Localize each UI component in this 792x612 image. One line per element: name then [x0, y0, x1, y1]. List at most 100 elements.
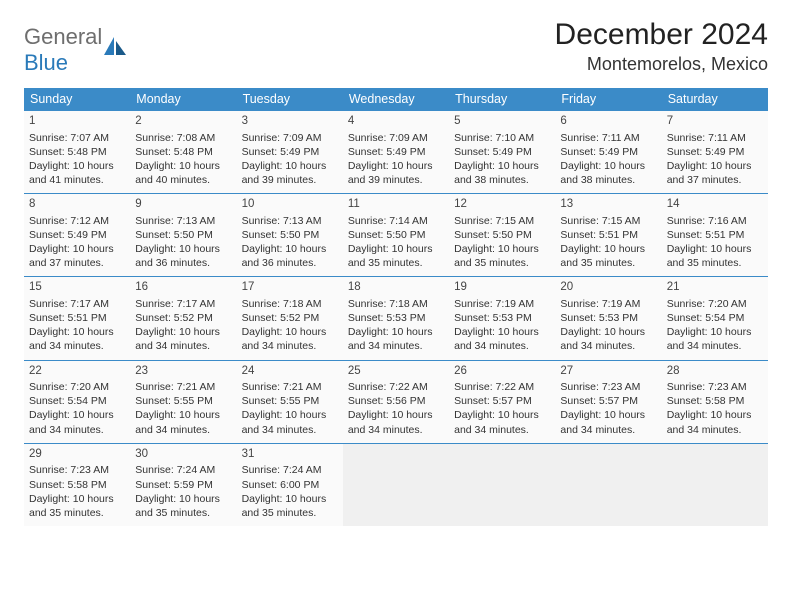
sunrise-line: Sunrise: 7:14 AM [348, 214, 444, 228]
day-number: 3 [242, 114, 338, 130]
day-number: 5 [454, 114, 550, 130]
daylight-line: Daylight: 10 hours [135, 408, 231, 422]
sunrise-line: Sunrise: 7:19 AM [454, 297, 550, 311]
sunset-line: Sunset: 5:49 PM [348, 145, 444, 159]
calendar-cell: 18Sunrise: 7:18 AMSunset: 5:53 PMDayligh… [343, 277, 449, 360]
daylight-line: and 34 minutes. [454, 423, 550, 437]
day-number: 14 [667, 197, 763, 213]
logo: General Blue [24, 18, 128, 76]
daylight-line: and 34 minutes. [29, 339, 125, 353]
daylight-line: Daylight: 10 hours [29, 408, 125, 422]
sunrise-line: Sunrise: 7:18 AM [242, 297, 338, 311]
daylight-line: Daylight: 10 hours [454, 242, 550, 256]
calendar-cell: 31Sunrise: 7:24 AMSunset: 6:00 PMDayligh… [237, 443, 343, 526]
daylight-line: and 38 minutes. [560, 173, 656, 187]
daylight-line: Daylight: 10 hours [135, 242, 231, 256]
day-number: 16 [135, 280, 231, 296]
day-number: 24 [242, 364, 338, 380]
sunset-line: Sunset: 5:48 PM [29, 145, 125, 159]
day-number: 8 [29, 197, 125, 213]
sunset-line: Sunset: 5:54 PM [667, 311, 763, 325]
sunrise-line: Sunrise: 7:09 AM [348, 131, 444, 145]
daylight-line: Daylight: 10 hours [454, 325, 550, 339]
calendar-week: 8Sunrise: 7:12 AMSunset: 5:49 PMDaylight… [24, 194, 768, 277]
day-header: Tuesday [237, 88, 343, 111]
day-number: 4 [348, 114, 444, 130]
daylight-line: Daylight: 10 hours [454, 408, 550, 422]
calendar-cell: 14Sunrise: 7:16 AMSunset: 5:51 PMDayligh… [662, 194, 768, 277]
calendar-cell: 24Sunrise: 7:21 AMSunset: 5:55 PMDayligh… [237, 360, 343, 443]
sunrise-line: Sunrise: 7:20 AM [29, 380, 125, 394]
daylight-line: and 34 minutes. [135, 423, 231, 437]
calendar-cell-empty [343, 443, 449, 526]
sunset-line: Sunset: 5:49 PM [242, 145, 338, 159]
day-number: 18 [348, 280, 444, 296]
daylight-line: Daylight: 10 hours [348, 408, 444, 422]
day-number: 21 [667, 280, 763, 296]
calendar-cell: 7Sunrise: 7:11 AMSunset: 5:49 PMDaylight… [662, 111, 768, 194]
sunrise-line: Sunrise: 7:22 AM [348, 380, 444, 394]
daylight-line: and 34 minutes. [242, 423, 338, 437]
calendar-cell: 1Sunrise: 7:07 AMSunset: 5:48 PMDaylight… [24, 111, 130, 194]
daylight-line: Daylight: 10 hours [454, 159, 550, 173]
daylight-line: and 37 minutes. [29, 256, 125, 270]
day-number: 6 [560, 114, 656, 130]
daylight-line: and 35 minutes. [29, 506, 125, 520]
calendar-table: SundayMondayTuesdayWednesdayThursdayFrid… [24, 88, 768, 526]
calendar-cell: 6Sunrise: 7:11 AMSunset: 5:49 PMDaylight… [555, 111, 661, 194]
daylight-line: Daylight: 10 hours [667, 408, 763, 422]
day-number: 20 [560, 280, 656, 296]
daylight-line: Daylight: 10 hours [560, 408, 656, 422]
day-number: 10 [242, 197, 338, 213]
calendar-cell: 8Sunrise: 7:12 AMSunset: 5:49 PMDaylight… [24, 194, 130, 277]
calendar-week: 1Sunrise: 7:07 AMSunset: 5:48 PMDaylight… [24, 111, 768, 194]
calendar-cell: 15Sunrise: 7:17 AMSunset: 5:51 PMDayligh… [24, 277, 130, 360]
daylight-line: Daylight: 10 hours [242, 325, 338, 339]
day-number: 12 [454, 197, 550, 213]
sunrise-line: Sunrise: 7:07 AM [29, 131, 125, 145]
day-number: 7 [667, 114, 763, 130]
daylight-line: Daylight: 10 hours [29, 325, 125, 339]
logo-text: General Blue [24, 24, 102, 76]
day-header: Saturday [662, 88, 768, 111]
day-number: 25 [348, 364, 444, 380]
day-number: 30 [135, 447, 231, 463]
sunset-line: Sunset: 5:49 PM [667, 145, 763, 159]
day-number: 17 [242, 280, 338, 296]
sunrise-line: Sunrise: 7:09 AM [242, 131, 338, 145]
sunset-line: Sunset: 5:52 PM [135, 311, 231, 325]
sunset-line: Sunset: 6:00 PM [242, 478, 338, 492]
daylight-line: Daylight: 10 hours [242, 408, 338, 422]
sunrise-line: Sunrise: 7:15 AM [560, 214, 656, 228]
sunrise-line: Sunrise: 7:19 AM [560, 297, 656, 311]
sunset-line: Sunset: 5:53 PM [454, 311, 550, 325]
logo-text-blue: Blue [24, 50, 68, 75]
sunrise-line: Sunrise: 7:24 AM [135, 463, 231, 477]
sunset-line: Sunset: 5:51 PM [29, 311, 125, 325]
daylight-line: Daylight: 10 hours [560, 325, 656, 339]
sunrise-line: Sunrise: 7:11 AM [560, 131, 656, 145]
daylight-line: and 39 minutes. [348, 173, 444, 187]
calendar-cell: 16Sunrise: 7:17 AMSunset: 5:52 PMDayligh… [130, 277, 236, 360]
sunset-line: Sunset: 5:50 PM [454, 228, 550, 242]
day-number: 31 [242, 447, 338, 463]
daylight-line: and 35 minutes. [454, 256, 550, 270]
day-number: 15 [29, 280, 125, 296]
calendar-cell: 21Sunrise: 7:20 AMSunset: 5:54 PMDayligh… [662, 277, 768, 360]
day-number: 2 [135, 114, 231, 130]
calendar-cell: 28Sunrise: 7:23 AMSunset: 5:58 PMDayligh… [662, 360, 768, 443]
daylight-line: and 40 minutes. [135, 173, 231, 187]
sunset-line: Sunset: 5:49 PM [560, 145, 656, 159]
sunrise-line: Sunrise: 7:13 AM [242, 214, 338, 228]
calendar-cell: 19Sunrise: 7:19 AMSunset: 5:53 PMDayligh… [449, 277, 555, 360]
day-header: Friday [555, 88, 661, 111]
sunrise-line: Sunrise: 7:12 AM [29, 214, 125, 228]
calendar-cell: 4Sunrise: 7:09 AMSunset: 5:49 PMDaylight… [343, 111, 449, 194]
sunset-line: Sunset: 5:52 PM [242, 311, 338, 325]
daylight-line: Daylight: 10 hours [135, 325, 231, 339]
sunset-line: Sunset: 5:53 PM [348, 311, 444, 325]
day-number: 11 [348, 197, 444, 213]
sunrise-line: Sunrise: 7:23 AM [667, 380, 763, 394]
sunset-line: Sunset: 5:57 PM [560, 394, 656, 408]
calendar-cell: 11Sunrise: 7:14 AMSunset: 5:50 PMDayligh… [343, 194, 449, 277]
